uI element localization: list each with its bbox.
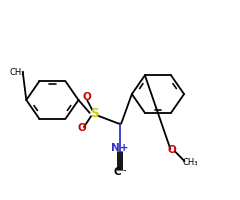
Text: -: - <box>122 165 126 175</box>
Text: O: O <box>77 123 86 133</box>
Text: C: C <box>113 167 121 177</box>
Text: CH₃: CH₃ <box>182 158 198 167</box>
Text: O: O <box>168 145 176 155</box>
Text: N+: N+ <box>111 143 129 153</box>
Text: O: O <box>82 92 91 102</box>
Text: S: S <box>90 107 98 120</box>
Text: CH₃: CH₃ <box>10 68 25 77</box>
